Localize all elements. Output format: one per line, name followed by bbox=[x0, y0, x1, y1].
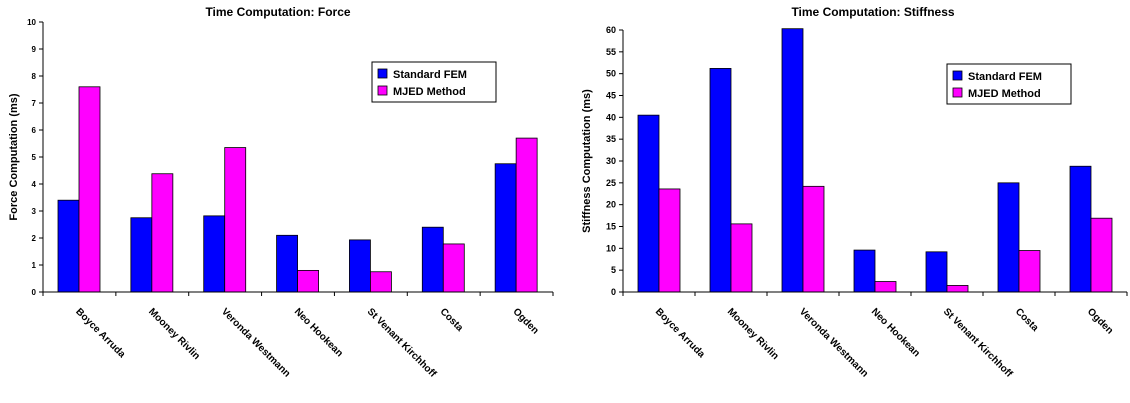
y-tick-label: 7 bbox=[32, 99, 37, 108]
x-tick-label: Costa bbox=[1013, 306, 1041, 334]
legend-box bbox=[371, 61, 497, 103]
bar-standard-fem bbox=[781, 28, 804, 293]
y-tick-label: 25 bbox=[606, 178, 616, 188]
x-tick-label: Veronda Westmann bbox=[219, 306, 292, 379]
bar-mjed-method bbox=[78, 86, 101, 293]
bar-standard-fem bbox=[130, 217, 153, 293]
bar-mjed-method bbox=[515, 137, 538, 293]
bar-mjed-method bbox=[946, 285, 969, 293]
bar-standard-fem bbox=[421, 226, 444, 293]
legend-label: Standard FEM bbox=[393, 69, 467, 81]
x-tick-label: St Venant Kirchhoff bbox=[365, 306, 439, 380]
x-tick-label: Boyce Arruda bbox=[653, 306, 707, 360]
y-tick-label: 10 bbox=[27, 18, 36, 27]
chart-title: Time Computation: Stiffness bbox=[791, 5, 954, 19]
y-tick-label: 10 bbox=[606, 243, 616, 253]
x-tick-label: St Venant Kirchhoff bbox=[941, 306, 1015, 380]
bar-mjed-method bbox=[1090, 217, 1113, 293]
y-tick-label: 6 bbox=[32, 126, 37, 135]
stiffness-chart-svg: Time Computation: Stiffness Stiffness Com… bbox=[581, 5, 1128, 380]
y-tick-label: 0 bbox=[32, 288, 37, 297]
x-tick-label: Boyce Arruda bbox=[73, 306, 127, 360]
y-tick-label: 55 bbox=[606, 47, 616, 57]
legend-swatch-standard-fem bbox=[952, 70, 963, 81]
y-tick-label: 60 bbox=[606, 25, 616, 35]
y-tick-label: 2 bbox=[32, 234, 37, 243]
y-tick-label: 35 bbox=[606, 134, 616, 144]
x-tick-label: Neo Hookean bbox=[869, 306, 922, 359]
chart-title: Time Computation: Force bbox=[205, 5, 350, 19]
bar-standard-fem bbox=[925, 251, 948, 293]
y-tick-label: 5 bbox=[32, 153, 37, 162]
legend: Standard FEM MJED Method bbox=[946, 63, 1072, 105]
y-tick-label: 9 bbox=[32, 45, 37, 54]
bar-mjed-method bbox=[802, 185, 825, 293]
y-tick-label: 1 bbox=[32, 261, 37, 270]
legend-label: MJED Method bbox=[393, 86, 466, 98]
bar-mjed-method bbox=[224, 147, 247, 293]
x-tick-label: Ogden bbox=[1085, 306, 1115, 336]
bar-standard-fem bbox=[853, 249, 876, 293]
y-tick-label: 8 bbox=[32, 72, 37, 81]
y-tick-label: 15 bbox=[606, 222, 616, 232]
y-tick-label: 30 bbox=[606, 156, 616, 166]
y-axis-label: Stiffness Computation (ms) bbox=[581, 89, 593, 233]
legend-label: MJED Method bbox=[968, 88, 1041, 100]
force-chart-svg: Time Computation: Force Force Computation… bbox=[8, 5, 554, 380]
bar-standard-fem bbox=[997, 182, 1020, 293]
bar-standard-fem bbox=[57, 199, 80, 293]
bar-mjed-method bbox=[658, 188, 681, 293]
y-tick-label: 4 bbox=[32, 180, 37, 189]
bar-standard-fem bbox=[637, 114, 660, 293]
legend-swatch-mjed-method bbox=[952, 87, 963, 98]
bar-mjed-method bbox=[297, 269, 319, 293]
bar-standard-fem bbox=[203, 215, 226, 293]
bar-mjed-method bbox=[151, 173, 174, 293]
bar-standard-fem bbox=[494, 163, 517, 293]
bar-standard-fem bbox=[709, 68, 732, 293]
bar-mjed-method bbox=[1018, 250, 1041, 293]
y-tick-label: 0 bbox=[611, 287, 616, 297]
legend-swatch-mjed-method bbox=[377, 85, 388, 96]
bar-standard-fem bbox=[1069, 165, 1092, 293]
x-tick-label: Neo Hookean bbox=[292, 306, 345, 359]
x-tick-label: Mooney Rivlin bbox=[725, 306, 781, 362]
force-chart: Time Computation: Force Force Computation… bbox=[0, 0, 565, 398]
x-tick-label: Costa bbox=[438, 306, 466, 334]
y-tick-label: 40 bbox=[606, 112, 616, 122]
legend-swatch-standard-fem bbox=[377, 68, 388, 79]
bar-mjed-method bbox=[730, 223, 753, 293]
y-tick-label: 20 bbox=[606, 200, 616, 210]
y-tick-label: 3 bbox=[32, 207, 37, 216]
x-tick-label: Ogden bbox=[510, 306, 540, 336]
bar-mjed-method bbox=[370, 271, 392, 293]
y-tick-label: 45 bbox=[606, 91, 616, 101]
y-tick-label: 5 bbox=[611, 265, 616, 275]
legend-box bbox=[946, 63, 1072, 105]
bar-mjed-method bbox=[442, 243, 465, 293]
bar-mjed-method bbox=[874, 281, 897, 293]
bar-standard-fem bbox=[276, 234, 298, 293]
x-tick-label: Mooney Rivlin bbox=[146, 306, 202, 362]
y-axis-label: Force Computation (ms) bbox=[8, 93, 20, 220]
x-tick-label: Veronda Westmann bbox=[797, 306, 870, 379]
y-tick-label: 50 bbox=[606, 69, 616, 79]
legend-label: Standard FEM bbox=[968, 71, 1042, 83]
bar-standard-fem bbox=[349, 239, 371, 293]
stiffness-chart: Time Computation: Stiffness Stiffness Com… bbox=[565, 0, 1130, 398]
legend: Standard FEM MJED Method bbox=[371, 61, 497, 103]
